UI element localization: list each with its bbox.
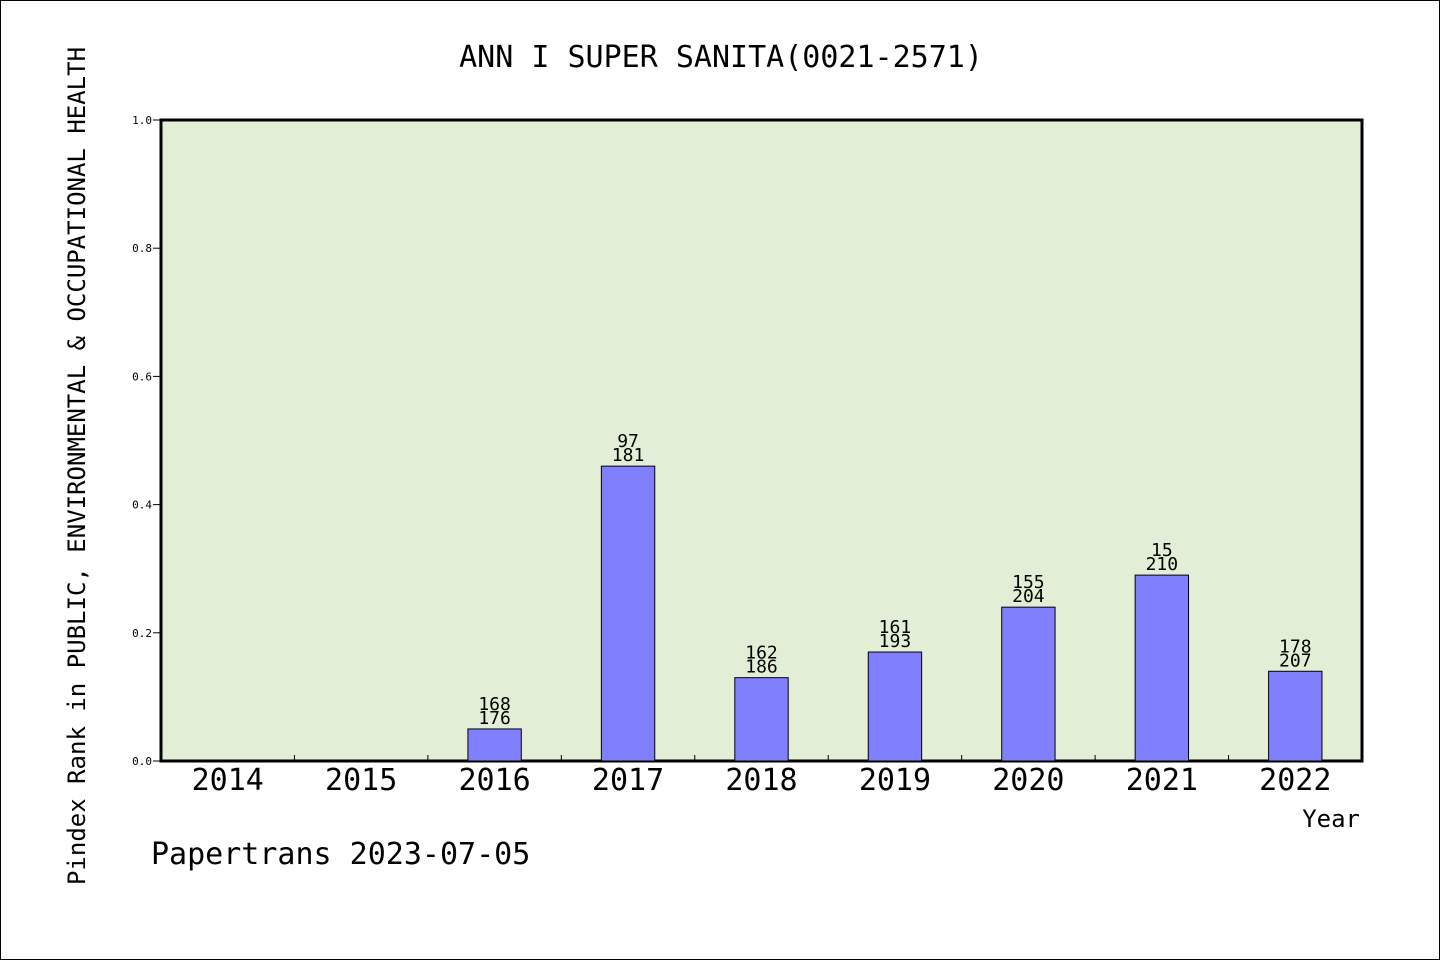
y-tick-label: 0.8 <box>132 242 152 255</box>
bar-label-bottom: 193 <box>879 631 912 652</box>
bar <box>734 677 789 762</box>
y-axis-title: Pindex Rank in PUBLIC, ENVIRONMENTAL & O… <box>63 47 91 885</box>
x-tick-label: 2015 <box>325 763 397 798</box>
x-tick-label: 2021 <box>1126 763 1198 798</box>
x-tick-label: 2018 <box>725 763 797 798</box>
x-tick-label: 2014 <box>192 763 264 798</box>
y-tick-label: 0.4 <box>132 499 152 512</box>
bar-label-bottom: 181 <box>612 445 645 466</box>
bar-label-top: 168 <box>478 694 511 715</box>
x-tick-label: 2017 <box>592 763 664 798</box>
bar <box>1134 574 1190 762</box>
footer-credit: Papertrans 2023-07-05 <box>151 837 530 872</box>
bar-label-top: 97 <box>617 431 639 452</box>
x-tick-label: 2020 <box>992 763 1064 798</box>
y-axis: 0.0 0.2 0.4 0.6 0.8 1.0 <box>132 114 161 768</box>
bar-label-bottom: 204 <box>1012 586 1045 607</box>
bar-label-top: 161 <box>879 617 912 638</box>
x-axis: 2014 2015 2016 2017 2018 2019 2020 2021 2022 <box>192 755 1331 798</box>
x-axis-title: Year <box>1302 805 1360 833</box>
bar <box>1001 606 1056 762</box>
bar-label-bottom: 207 <box>1279 650 1312 671</box>
y-tick-label: 0.0 <box>132 755 152 768</box>
bar-label-bottom: 186 <box>745 657 778 678</box>
chart-title: ANN I SUPER SANITA(0021-2571) <box>459 40 983 75</box>
x-tick-label: 2016 <box>458 763 530 798</box>
y-tick-label: 0.2 <box>132 627 152 640</box>
bar-label-top: 155 <box>1012 572 1045 593</box>
bar <box>1268 670 1323 762</box>
bar <box>600 465 656 762</box>
y-tick-label: 1.0 <box>132 114 152 127</box>
bar-label-bottom: 176 <box>478 708 511 729</box>
bar-label-bottom: 210 <box>1146 554 1179 575</box>
bar <box>867 651 923 762</box>
y-tick-label: 0.6 <box>132 370 152 383</box>
bar-label-top: 162 <box>745 643 778 664</box>
bar <box>467 728 522 762</box>
bar-label-top: 15 <box>1151 540 1173 561</box>
x-tick-label: 2019 <box>859 763 931 798</box>
bars <box>467 465 1323 762</box>
bar-label-top: 178 <box>1279 636 1312 657</box>
x-tick-label: 2022 <box>1259 763 1331 798</box>
